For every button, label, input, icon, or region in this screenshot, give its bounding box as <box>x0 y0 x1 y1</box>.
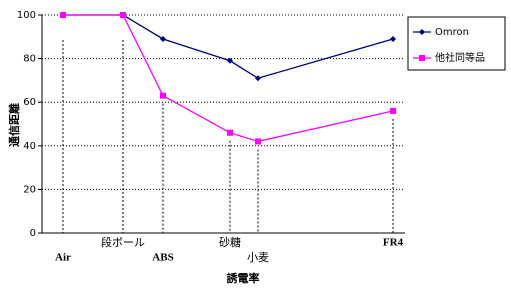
series-line <box>63 14 394 143</box>
x-tick-label: FR4 <box>383 237 404 249</box>
marker <box>120 12 126 18</box>
y-tick-label: 0 <box>30 228 36 239</box>
marker <box>390 107 396 114</box>
marker <box>60 12 66 18</box>
x-tick-label: Air <box>55 252 71 264</box>
marker <box>390 35 396 42</box>
x-axis-title: 誘電率 <box>227 271 260 285</box>
marker <box>160 92 166 99</box>
legend-box <box>407 16 506 71</box>
x-tick-label: 段ボール <box>101 235 145 249</box>
legend-marker <box>419 55 425 61</box>
series-line <box>63 14 394 79</box>
x-tick-label: 砂糖 <box>219 235 241 249</box>
marker <box>255 138 261 145</box>
marker <box>160 35 166 42</box>
marker <box>227 57 233 64</box>
y-tick-label: 20 <box>23 184 36 195</box>
legend-label: Omron <box>435 27 469 38</box>
legend-marker <box>419 29 425 35</box>
y-tick-label: 100 <box>17 10 36 21</box>
y-axis-title: 通信距離 <box>7 103 21 147</box>
y-tick-label: 80 <box>23 54 36 65</box>
y-tick-label: 60 <box>23 97 36 108</box>
marker <box>227 129 233 136</box>
legend-label: 他社同等品 <box>435 51 485 64</box>
x-tick-label: 小麦 <box>247 251 269 264</box>
y-tick-label: 40 <box>23 141 36 152</box>
marker <box>255 75 261 82</box>
x-tick-label: ABS <box>152 252 173 264</box>
